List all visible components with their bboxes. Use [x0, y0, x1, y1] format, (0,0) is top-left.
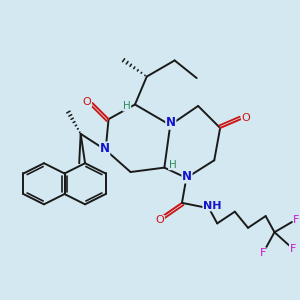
- Text: O: O: [156, 215, 164, 226]
- Text: N: N: [100, 142, 110, 155]
- Text: H: H: [123, 101, 130, 111]
- Text: H: H: [169, 160, 176, 170]
- Text: F: F: [293, 214, 300, 225]
- Text: F: F: [290, 244, 296, 254]
- Text: NH: NH: [203, 201, 221, 211]
- Text: N: N: [166, 116, 176, 129]
- Text: O: O: [83, 97, 92, 106]
- Text: N: N: [182, 170, 192, 183]
- Text: F: F: [260, 248, 266, 258]
- Text: O: O: [242, 113, 250, 123]
